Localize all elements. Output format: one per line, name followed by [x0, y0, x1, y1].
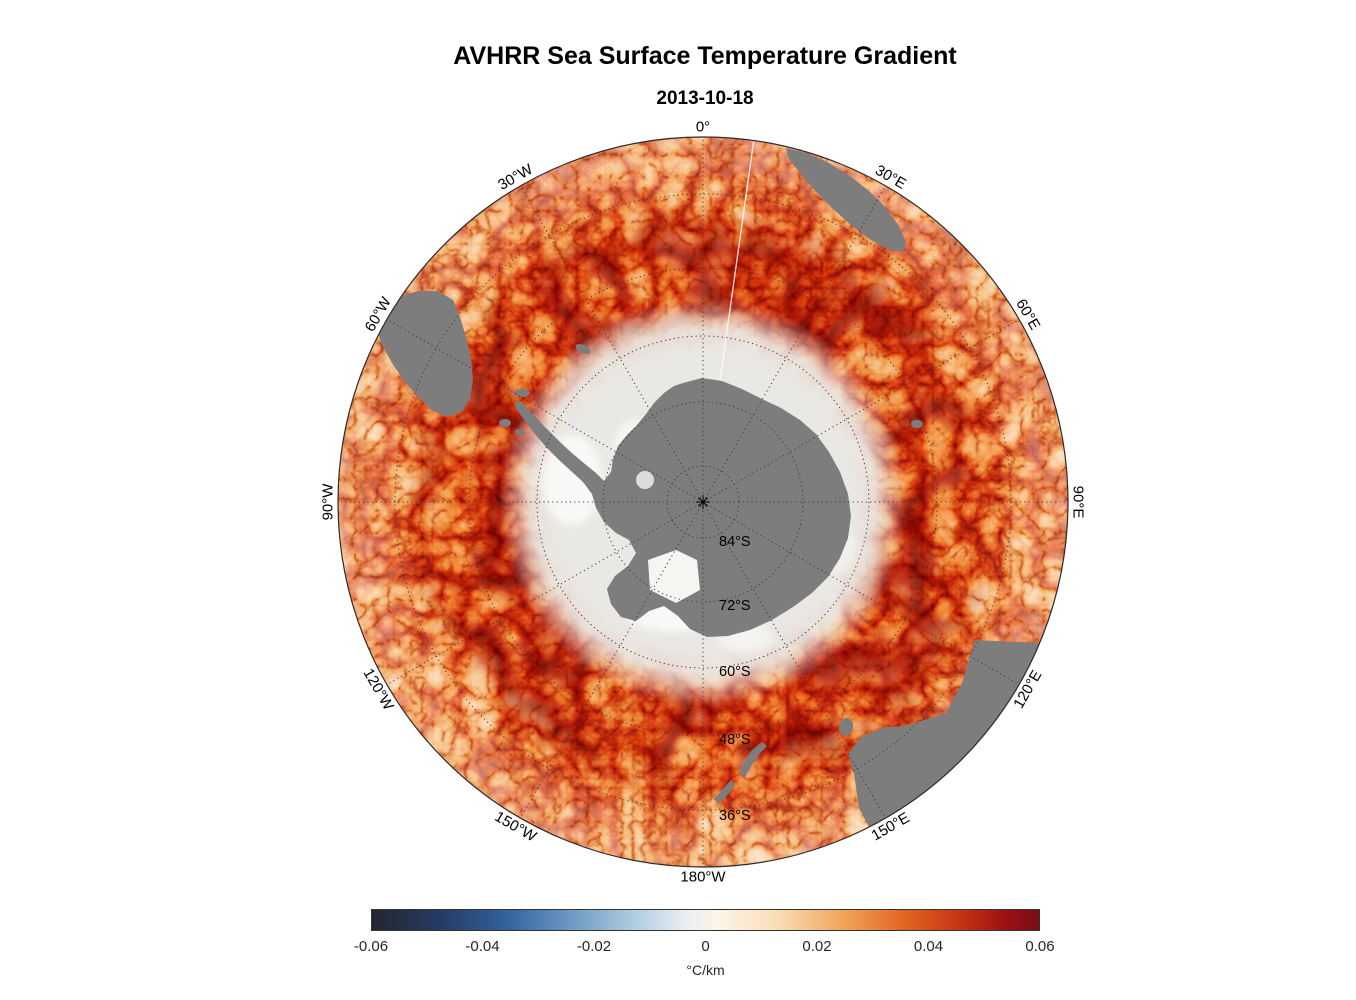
colorbar-tick-label: -0.06	[353, 938, 389, 955]
lat-label-36s: 36°S	[719, 808, 751, 824]
kerguelen-island	[911, 420, 923, 428]
south-shetland-islands	[499, 419, 511, 427]
figure-date-subtitle: 2013-10-18	[656, 88, 754, 109]
lat-label-60s: 60°S	[719, 664, 751, 680]
south-america-landmass	[376, 291, 473, 417]
australia-landmass	[848, 640, 1055, 844]
colorbar-tick-label: 0.04	[913, 938, 944, 955]
colorbar-tick-label: -0.02	[576, 938, 612, 955]
lon-spoke-60w	[386, 319, 704, 503]
lat-circle-72s	[602, 401, 804, 603]
tasmania-island	[838, 718, 854, 736]
lon-spoke-60e	[702, 319, 1020, 503]
colorbar-unit-label: °C/km	[686, 962, 725, 978]
peninsula-island	[515, 429, 525, 435]
africa-landmass	[786, 148, 906, 252]
lat-label-72s: 72°S	[719, 598, 751, 614]
landmasses	[376, 148, 1055, 844]
ross-ice-shelf	[648, 550, 700, 603]
figure-title: AVHRR Sea Surface Temperature Gradient	[453, 42, 957, 70]
lat-label-84s: 84°S	[719, 534, 751, 550]
lat-label-48s: 48°S	[719, 732, 751, 748]
lon-label-180w: 180°W	[680, 869, 726, 886]
latitude-labels: 84°S 72°S 60°S 48°S 36°S	[719, 534, 751, 824]
falkland-islands	[514, 389, 530, 397]
lon-label-90w: 90°W	[320, 483, 337, 521]
lon-spoke-120w	[386, 501, 704, 685]
colorbar-tick-label: 0.02	[802, 938, 832, 955]
lon-label-90e: 90°E	[1070, 486, 1087, 519]
south-pole-marker	[696, 495, 710, 509]
colorbar-tick-label: 0	[701, 938, 710, 955]
colorbar-tick-labels: -0.06 -0.04 -0.02 0 0.02 0.04 0.06	[354, 938, 1055, 958]
lon-spoke-150e	[702, 501, 886, 819]
colorbar-tick-label: -0.04	[465, 938, 500, 955]
colorbar	[371, 909, 1040, 931]
ronne-ice-shelf	[636, 471, 654, 489]
new-zealand-south-island	[739, 742, 767, 777]
new-zealand-north-island	[714, 780, 735, 804]
lon-spoke-30w	[520, 185, 704, 503]
antarctica-landmass	[514, 378, 851, 637]
lon-spoke-150w	[520, 501, 704, 819]
lon-spoke-30e	[702, 185, 886, 503]
lat-circle-60s	[536, 335, 870, 669]
south-georgia-island	[575, 344, 591, 354]
map-boundary-circle	[337, 136, 1069, 868]
longitude-graticule	[338, 137, 1068, 867]
lon-label-0: 0°	[696, 119, 710, 136]
colorbar-tick-label: 0.06	[1025, 938, 1055, 955]
lon-spoke-120e	[702, 501, 1020, 685]
